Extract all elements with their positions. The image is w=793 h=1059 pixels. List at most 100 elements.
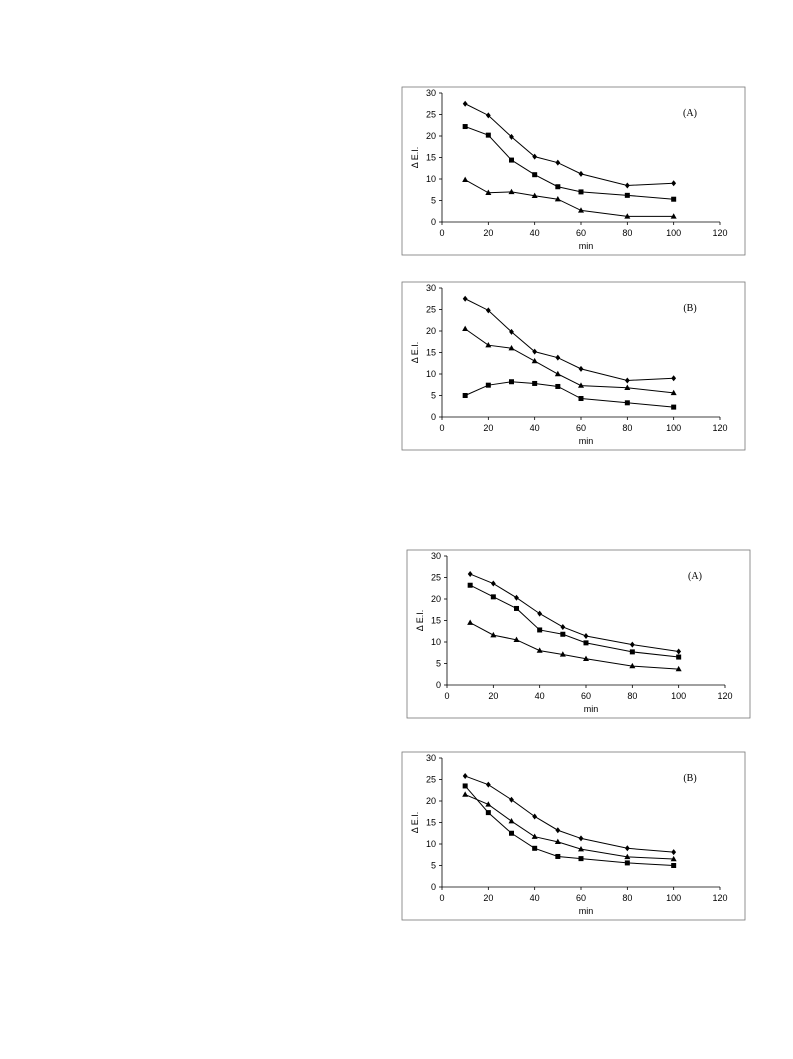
data-point-triangle — [508, 188, 515, 195]
data-point-square — [485, 810, 491, 816]
data-point-diamond — [532, 813, 538, 820]
x-tick-label: 100 — [666, 893, 681, 903]
x-tick-label: 80 — [622, 423, 632, 433]
y-tick-label: 15 — [426, 153, 436, 163]
data-point-square — [462, 124, 468, 130]
y-tick-label: 20 — [431, 594, 441, 604]
x-tick-label: 0 — [439, 893, 444, 903]
data-point-triangle — [670, 389, 677, 396]
data-point-diamond — [462, 100, 468, 107]
y-tick-label: 5 — [431, 196, 436, 206]
x-tick-label: 100 — [666, 423, 681, 433]
data-point-square — [578, 396, 584, 402]
data-point-diamond — [555, 354, 561, 361]
data-point-diamond — [462, 295, 468, 302]
data-point-triangle — [462, 325, 469, 332]
series-1 — [467, 571, 682, 655]
x-tick-label: 100 — [671, 691, 686, 701]
series-1 — [462, 773, 677, 856]
data-point-diamond — [485, 112, 491, 119]
data-point-square — [485, 132, 491, 138]
y-tick-label: 10 — [426, 839, 436, 849]
x-tick-label: 0 — [444, 691, 449, 701]
x-tick-label: 120 — [717, 691, 732, 701]
data-point-triangle — [531, 192, 538, 198]
chart-panel-4: 0 5 10 15 20 25 30 0 20 40 60 80 100 120 min Δ E.I. (B) — [401, 751, 746, 921]
y-tick-label: 30 — [426, 88, 436, 98]
x-tick-label: 40 — [530, 228, 540, 238]
data-point-diamond — [485, 307, 491, 314]
data-point-square — [462, 783, 468, 789]
x-axis-label: min — [579, 241, 594, 251]
y-tick-label: 10 — [431, 637, 441, 647]
y-axis-label: Δ E.I. — [415, 610, 425, 632]
y-tick-label: 0 — [431, 882, 436, 892]
data-point-triangle — [624, 384, 631, 390]
series-3 — [462, 379, 677, 410]
data-point-square — [467, 582, 473, 588]
data-point-square — [578, 856, 584, 862]
y-axis-label: Δ E.I. — [410, 147, 420, 169]
data-point-diamond — [624, 182, 630, 189]
series-line — [464, 179, 674, 217]
x-tick-label: 20 — [483, 228, 493, 238]
data-point-triangle — [508, 818, 515, 824]
x-tick-label: 60 — [576, 893, 586, 903]
series-3 — [467, 619, 682, 672]
data-point-triangle — [675, 665, 682, 672]
y-axis-label: Δ E.I. — [410, 342, 420, 364]
series-2 — [462, 325, 677, 396]
y-tick-label: 20 — [426, 796, 436, 806]
x-tick-label: 120 — [712, 228, 727, 238]
data-point-diamond — [555, 827, 561, 834]
series-3 — [462, 783, 677, 868]
data-point-triangle — [554, 196, 561, 202]
x-tick-label: 80 — [627, 691, 637, 701]
data-point-triangle — [629, 662, 636, 669]
data-point-diamond — [514, 594, 519, 601]
data-point-diamond — [509, 133, 514, 140]
data-point-diamond — [462, 773, 468, 780]
y-tick-label: 5 — [431, 861, 436, 871]
y-tick-label: 30 — [426, 753, 436, 763]
series-2 — [467, 582, 682, 660]
data-point-square — [555, 184, 561, 190]
data-point-diamond — [555, 159, 561, 166]
data-point-square — [671, 196, 677, 202]
data-point-square — [555, 853, 561, 859]
chart-frame — [406, 549, 751, 719]
series-line — [464, 785, 674, 866]
data-point-triangle — [485, 801, 492, 807]
data-point-diamond — [578, 835, 584, 842]
data-point-square — [490, 594, 496, 600]
x-tick-label: 80 — [622, 893, 632, 903]
chart-frame — [401, 86, 746, 256]
data-point-diamond — [578, 365, 584, 372]
chart-frame — [401, 751, 746, 921]
data-point-triangle — [485, 189, 492, 195]
y-tick-label: 25 — [431, 573, 441, 583]
chart-panel-2: 0 5 10 15 20 25 30 0 20 40 60 80 100 120 min Δ E.I. (B) — [401, 281, 746, 451]
data-point-diamond — [671, 180, 677, 187]
data-point-triangle — [624, 853, 631, 860]
data-point-diamond — [671, 375, 677, 382]
series-line — [464, 775, 674, 853]
panel-label: (B) — [683, 773, 696, 784]
y-tick-label: 15 — [426, 348, 436, 358]
series-line — [464, 794, 674, 860]
data-point-triangle — [513, 636, 520, 643]
series-line — [464, 298, 674, 381]
data-point-square — [671, 404, 677, 410]
x-tick-label: 0 — [439, 228, 444, 238]
data-point-triangle — [462, 176, 469, 183]
x-tick-label: 60 — [576, 228, 586, 238]
data-point-diamond — [676, 648, 682, 655]
x-tick-label: 60 — [581, 691, 591, 701]
series-line — [464, 381, 674, 408]
series-3 — [462, 176, 677, 219]
data-point-triangle — [462, 791, 469, 797]
y-tick-label: 5 — [436, 659, 441, 669]
data-point-triangle — [583, 655, 589, 661]
series-line — [464, 103, 674, 186]
data-point-diamond — [509, 328, 514, 335]
